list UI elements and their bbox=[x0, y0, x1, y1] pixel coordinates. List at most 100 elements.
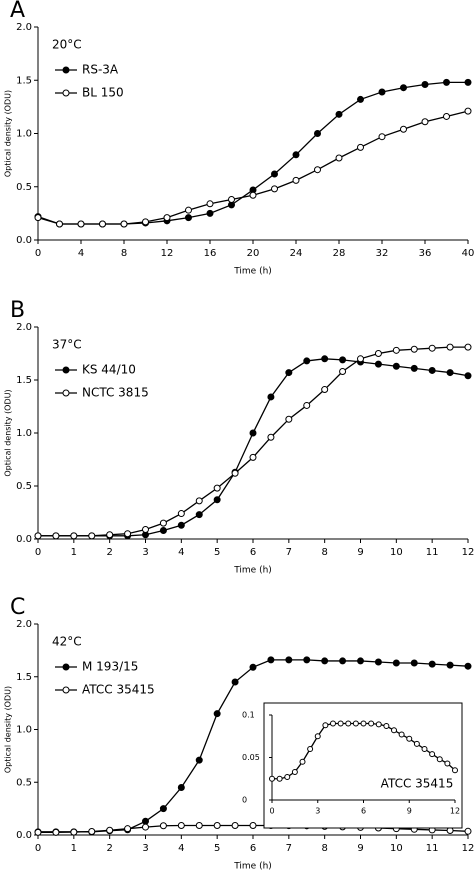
x-tick-label: 20 bbox=[247, 248, 260, 259]
inset-y-tick-label: 0 bbox=[242, 796, 247, 805]
series-marker bbox=[249, 191, 257, 199]
series-marker bbox=[34, 214, 42, 222]
series-marker bbox=[206, 209, 214, 217]
x-tick-label: 8 bbox=[321, 843, 327, 854]
series-marker bbox=[159, 822, 167, 830]
series-marker bbox=[195, 497, 203, 505]
x-tick-label: 1 bbox=[71, 843, 77, 854]
series-marker bbox=[446, 661, 454, 669]
inset-x-tick-label: 0 bbox=[269, 807, 274, 816]
inset-series-marker bbox=[345, 720, 352, 727]
series-marker bbox=[303, 401, 311, 409]
series-marker bbox=[410, 345, 418, 353]
x-axis-title: Time (h) bbox=[233, 267, 272, 277]
series-marker bbox=[464, 78, 472, 86]
series-marker bbox=[142, 817, 149, 825]
series-marker bbox=[159, 527, 167, 535]
series-marker bbox=[70, 828, 78, 836]
series-marker bbox=[464, 827, 472, 835]
inset-series-marker bbox=[299, 758, 306, 765]
inset-series-marker bbox=[436, 756, 443, 763]
y-axis-title: Optical density (ODU) bbox=[4, 90, 13, 177]
series-marker bbox=[267, 433, 275, 441]
x-tick-label: 6 bbox=[250, 843, 256, 854]
inset-series-marker bbox=[307, 746, 314, 752]
x-tick-label: 1 bbox=[71, 547, 77, 558]
inset-series-marker bbox=[398, 731, 405, 738]
x-tick-label: 4 bbox=[78, 248, 84, 259]
series-marker bbox=[34, 828, 42, 836]
series-marker bbox=[88, 532, 96, 540]
x-tick-label: 40 bbox=[462, 248, 474, 259]
series-marker bbox=[357, 143, 364, 151]
series-marker bbox=[421, 118, 429, 126]
series-marker bbox=[34, 532, 42, 540]
series-marker bbox=[271, 170, 278, 178]
series-marker bbox=[339, 356, 347, 364]
x-tick-label: 32 bbox=[376, 248, 389, 259]
series-marker bbox=[392, 659, 400, 667]
series-marker bbox=[421, 81, 429, 89]
y-tick-label: 2.0 bbox=[16, 619, 32, 630]
legend-marker bbox=[62, 66, 70, 74]
series-marker bbox=[185, 214, 192, 222]
legend-marker bbox=[62, 663, 70, 671]
series-marker bbox=[339, 657, 347, 665]
series-marker bbox=[378, 88, 386, 96]
x-tick-label: 10 bbox=[390, 547, 403, 558]
inset-x-tick-label: 6 bbox=[361, 807, 366, 816]
series-marker bbox=[56, 220, 63, 228]
x-tick-label: 8 bbox=[121, 248, 127, 259]
series-marker bbox=[206, 200, 214, 208]
series-marker bbox=[321, 386, 329, 394]
x-tick-label: 11 bbox=[426, 547, 439, 558]
series-marker bbox=[231, 678, 239, 686]
series-marker bbox=[249, 822, 257, 830]
series-marker bbox=[400, 84, 407, 92]
series-marker bbox=[285, 369, 293, 377]
x-tick-label: 6 bbox=[250, 547, 256, 558]
x-tick-label: 7 bbox=[286, 843, 292, 854]
x-tick-label: 16 bbox=[204, 248, 217, 259]
x-tick-label: 3 bbox=[142, 547, 148, 558]
series-marker bbox=[177, 784, 185, 792]
legend-label: BL 150 bbox=[82, 86, 124, 100]
series-marker bbox=[339, 368, 347, 376]
inset-y-tick-label: 0.05 bbox=[242, 753, 260, 762]
x-tick-label: 3 bbox=[142, 843, 148, 854]
series-marker bbox=[464, 107, 472, 115]
series-marker bbox=[428, 660, 436, 668]
inset-series-marker bbox=[375, 721, 382, 728]
y-axis-title: Optical density (ODU) bbox=[4, 686, 13, 773]
inset-series-marker bbox=[269, 775, 275, 782]
x-tick-label: 28 bbox=[333, 248, 346, 259]
series-marker bbox=[142, 525, 149, 533]
series-marker bbox=[285, 415, 293, 423]
series-marker bbox=[267, 393, 275, 401]
series-marker bbox=[177, 822, 185, 830]
series-marker bbox=[249, 663, 257, 671]
series-marker bbox=[52, 532, 60, 540]
legend-marker bbox=[62, 89, 70, 97]
panel-label: A bbox=[10, 0, 25, 23]
series-marker bbox=[446, 343, 454, 351]
y-tick-label: 2.0 bbox=[16, 22, 32, 33]
y-tick-label: 0.5 bbox=[16, 777, 32, 788]
legend-marker bbox=[62, 686, 70, 694]
series-marker bbox=[99, 220, 106, 228]
series-marker bbox=[357, 355, 364, 363]
x-axis-title: Time (h) bbox=[233, 862, 272, 872]
inset-x-tick-label: 9 bbox=[407, 807, 412, 816]
y-tick-label: 1.0 bbox=[16, 129, 32, 140]
series-marker bbox=[124, 530, 132, 538]
inset-series-marker bbox=[352, 720, 359, 727]
y-tick-label: 1.5 bbox=[16, 375, 32, 386]
inset-series-marker bbox=[452, 767, 458, 774]
series-marker bbox=[303, 656, 311, 664]
inset-series-marker bbox=[444, 760, 451, 767]
inset-series-marker bbox=[330, 720, 336, 727]
series-marker bbox=[392, 346, 400, 354]
inset-series-marker bbox=[314, 733, 321, 740]
annotation: 20°C bbox=[52, 38, 82, 52]
